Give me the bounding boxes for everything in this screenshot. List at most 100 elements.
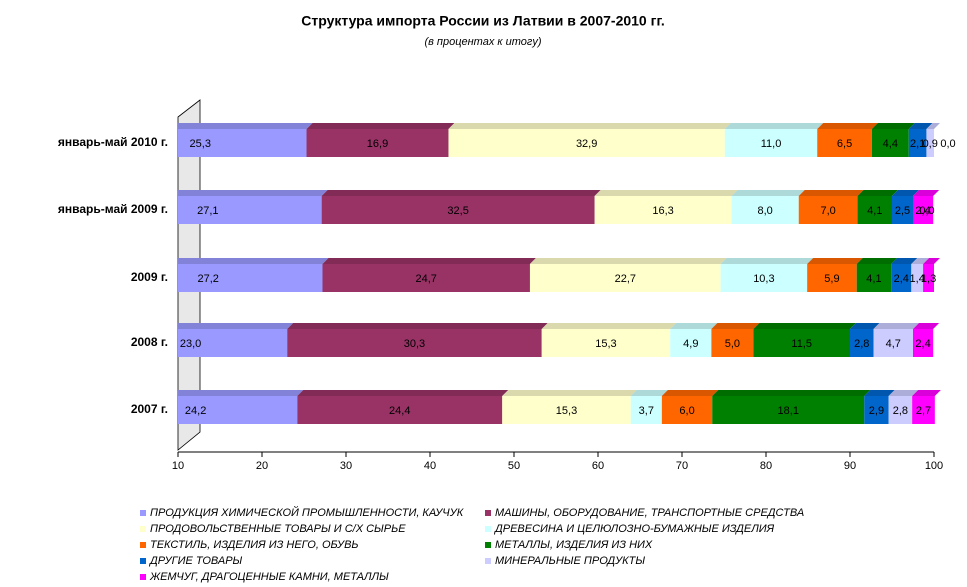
value-label: 0,0	[940, 138, 955, 150]
bar-top	[529, 258, 727, 264]
bar-top	[913, 323, 940, 329]
value-label: 0,9	[923, 138, 938, 150]
bar	[712, 396, 865, 424]
bars	[178, 123, 941, 424]
bar	[871, 129, 909, 157]
bar-top	[864, 390, 895, 396]
value-label: 11,5	[791, 338, 812, 350]
value-label: 15,3	[595, 338, 616, 350]
value-label: 1,4	[910, 273, 925, 285]
bar	[178, 264, 323, 292]
bar	[856, 264, 892, 292]
bar	[913, 329, 934, 357]
value-label: 32,5	[447, 205, 468, 217]
bar-top	[322, 258, 536, 264]
legend-swatch	[485, 558, 491, 564]
bar	[322, 264, 530, 292]
bar-top	[712, 390, 871, 396]
bar	[711, 329, 754, 357]
bar-top	[178, 190, 328, 196]
bar	[912, 396, 935, 424]
value-label: 27,1	[197, 205, 218, 217]
bar-top	[807, 258, 863, 264]
legend-label: ПРОДУКЦИЯ ХИМИЧЕСКОЙ ПРОМЫШЛЕННОСТИ, КАУ…	[150, 506, 464, 519]
bar	[798, 196, 858, 224]
bar-top	[923, 258, 940, 264]
legend-label: ДРУГИЕ ТОВАРЫ	[148, 555, 243, 567]
y-tick-label: январь-май 2009 г.	[58, 202, 168, 216]
bar	[923, 264, 934, 292]
x-tick-label: 90	[844, 460, 856, 472]
bar	[306, 129, 449, 157]
bar-top	[912, 390, 941, 396]
value-label: 32,9	[576, 138, 597, 150]
value-label: 15,3	[556, 405, 577, 417]
bar	[724, 129, 818, 157]
bar-top	[287, 323, 548, 329]
bar	[178, 129, 307, 157]
y-tick-label: 2008 г.	[131, 335, 168, 349]
value-label: 4,4	[883, 138, 898, 150]
value-label: 10,3	[753, 273, 774, 285]
bar	[541, 329, 671, 357]
legend-swatch	[485, 542, 491, 548]
bar	[529, 264, 721, 292]
x-tick-label: 80	[760, 460, 772, 472]
y-tick-label: 2009 г.	[131, 270, 168, 284]
bar	[908, 129, 927, 157]
legend-label: МИНЕРАЛЬНЫЕ ПРОДУКТЫ	[495, 555, 645, 567]
value-label: 8,0	[758, 205, 773, 217]
bar-top	[911, 258, 930, 264]
x-tick-label: 60	[592, 460, 604, 472]
value-label: 6,0	[679, 405, 694, 417]
value-label: 16,3	[652, 205, 673, 217]
value-label: 5,0	[725, 338, 740, 350]
value-label: 4,7	[886, 338, 901, 350]
bar-top	[594, 190, 738, 196]
value-label: 2,4	[915, 205, 930, 217]
x-tick-label: 20	[256, 460, 268, 472]
legend-swatch	[140, 526, 146, 532]
bar-top	[630, 390, 668, 396]
x-tick-label: 100	[925, 460, 943, 472]
bar-top	[731, 190, 805, 196]
value-label: 4,9	[683, 338, 698, 350]
bar	[850, 329, 874, 357]
bar-top	[297, 390, 509, 396]
bar	[892, 196, 913, 224]
bar	[670, 329, 712, 357]
bar-top	[321, 190, 601, 196]
bar	[807, 264, 857, 292]
bar	[873, 329, 913, 357]
x-tick-label: 40	[424, 460, 436, 472]
value-label: 24,4	[389, 405, 410, 417]
bar-top	[908, 123, 933, 129]
legend-swatch	[485, 510, 491, 516]
legend-swatch	[140, 558, 146, 564]
bar-top	[892, 190, 919, 196]
value-label: 2,5	[895, 205, 910, 217]
legend-label: ДРЕВЕСИНА И ЦЕЛЮЛОЗНО-БУМАЖНЫЕ ИЗДЕЛИЯ	[493, 523, 775, 535]
bar	[448, 129, 725, 157]
bar-top	[720, 258, 814, 264]
bar	[502, 396, 631, 424]
bar-top	[178, 323, 294, 329]
value-label: 5,9	[824, 273, 839, 285]
value-label: 22,7	[615, 273, 636, 285]
chart-title: Структура импорта России из Латвии в 200…	[301, 13, 665, 29]
bar-top	[753, 323, 856, 329]
bar-top	[857, 190, 898, 196]
x-tick-label: 50	[508, 460, 520, 472]
value-label: 25,3	[190, 138, 211, 150]
bar-top	[541, 323, 677, 329]
bar-top	[448, 123, 731, 129]
legend-label: ТЕКСТИЛЬ, ИЗДЕЛИЯ ИЗ НЕГО, ОБУВЬ	[150, 539, 359, 551]
value-label: 2,7	[916, 405, 931, 417]
bar	[321, 196, 595, 224]
value-label: 3,7	[639, 405, 654, 417]
y-tick-label: 2007 г.	[131, 402, 168, 416]
bar-top	[817, 123, 878, 129]
value-label: 11,0	[761, 138, 782, 150]
bar-top	[926, 123, 940, 129]
bar-top	[178, 258, 329, 264]
